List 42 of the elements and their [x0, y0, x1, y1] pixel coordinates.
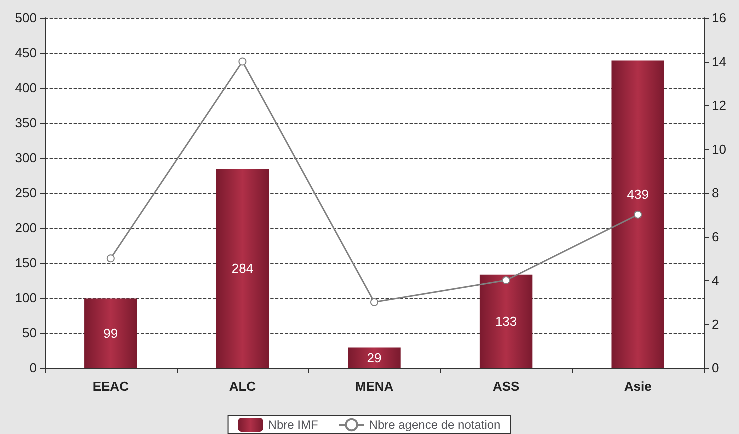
point	[106, 254, 115, 263]
legend-label: Nbre IMF	[268, 418, 318, 432]
point	[238, 58, 247, 66]
data-label: 284	[232, 261, 254, 276]
y-tick-label: 150	[15, 256, 37, 270]
y-tick-label: 0	[30, 360, 37, 376]
y2-tick-label: 0	[712, 360, 720, 376]
bar	[84, 298, 138, 368]
y-tick-label: 400	[15, 80, 37, 96]
x-tick-label: MENA	[355, 379, 394, 394]
y-tick-label: 50	[22, 326, 37, 340]
legend-label: Nbre agence de notation	[369, 418, 501, 432]
y2-tick-label: 8	[712, 186, 720, 200]
x-tick-label: EEAC	[92, 379, 130, 394]
y-tick-label: 450	[15, 46, 37, 60]
point	[502, 276, 510, 284]
bar	[348, 348, 401, 368]
point	[634, 210, 642, 219]
y-tick-label: 350	[15, 116, 37, 130]
y-tick-label: 200	[15, 220, 37, 236]
data-label: 133	[495, 314, 518, 329]
point	[370, 298, 378, 306]
y-tick-label: 300	[15, 150, 37, 166]
y2-tick-label: 16	[712, 10, 726, 26]
x-tick-label: ALC	[229, 379, 257, 394]
y-tick-label: 100	[15, 290, 37, 306]
y2-tick-label: 10	[712, 142, 726, 157]
data-label: 439	[627, 186, 649, 202]
y2-tick-label: 2	[712, 316, 720, 332]
y2-tick-label: 14	[712, 54, 726, 70]
data-label: 29	[367, 350, 382, 366]
bar	[480, 274, 533, 368]
data-label: 99	[104, 326, 118, 341]
y-tick-label: 250	[15, 186, 37, 200]
x-tick-label: ASS	[492, 379, 520, 394]
bar	[216, 169, 270, 368]
y2-tick-label: 4	[712, 273, 720, 288]
x-tick-label: Asie	[624, 379, 652, 394]
y2-tick-label: 6	[712, 229, 720, 244]
y-tick-label: 500	[15, 10, 37, 26]
y2-tick-label: 12	[712, 98, 726, 113]
bar	[612, 60, 664, 368]
